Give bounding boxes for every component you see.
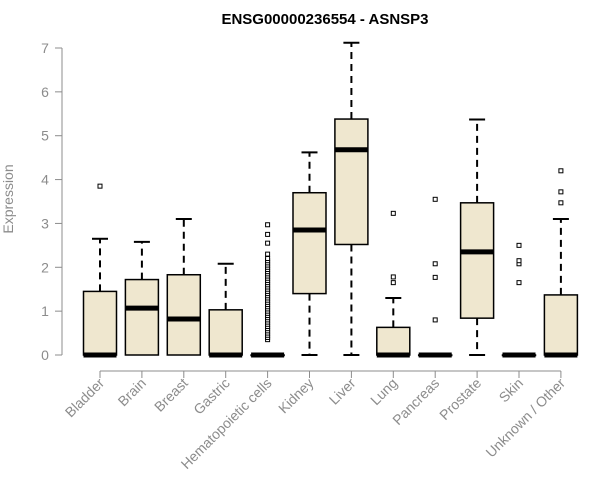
box-skin bbox=[501, 242, 537, 358]
y-tick-label: 7 bbox=[41, 40, 49, 56]
outlier-point bbox=[558, 168, 564, 174]
outlier-point bbox=[432, 261, 438, 267]
y-axis: 0 1 2 3 4 5 6 7 bbox=[41, 40, 63, 363]
outlier-point bbox=[432, 317, 438, 323]
iqr-box bbox=[334, 118, 369, 246]
outlier-point bbox=[432, 274, 438, 280]
y-tick-label: 1 bbox=[41, 303, 49, 319]
outlier-point bbox=[97, 183, 103, 189]
outlier-point bbox=[390, 210, 396, 216]
outlier-point bbox=[390, 280, 396, 286]
iqr-box bbox=[208, 309, 243, 356]
x-tick-label: Lung bbox=[367, 375, 400, 408]
y-tick-label: 2 bbox=[41, 259, 49, 275]
iqr-box bbox=[166, 273, 202, 356]
iqr-box bbox=[82, 290, 118, 356]
outlier-point bbox=[432, 196, 438, 202]
outlier-point bbox=[558, 189, 564, 195]
x-tick-label: Prostate bbox=[436, 375, 484, 423]
outlier-point bbox=[265, 256, 271, 262]
x-tick-label: Unknown / Other bbox=[482, 375, 568, 461]
outlier-point bbox=[390, 274, 396, 280]
y-tick-label: 0 bbox=[41, 347, 49, 363]
iqr-box bbox=[292, 191, 327, 295]
y-tick-label: 3 bbox=[41, 215, 49, 231]
outlier-point bbox=[265, 231, 271, 237]
x-tick-label: Breast bbox=[151, 375, 191, 415]
x-tick-label: Kidney bbox=[275, 375, 317, 417]
box-brain bbox=[124, 240, 160, 356]
y-axis-label: Expression bbox=[0, 164, 16, 233]
box-liver bbox=[334, 41, 369, 356]
outlier-point bbox=[516, 258, 522, 264]
iqr-box bbox=[376, 326, 411, 356]
x-tick-label: Pancreas bbox=[389, 375, 442, 428]
box-pancreas bbox=[417, 196, 453, 358]
box-kidney bbox=[292, 151, 327, 356]
x-tick-label: Skin bbox=[496, 375, 527, 406]
y-tick-label: 4 bbox=[41, 172, 49, 188]
box-breast bbox=[166, 218, 202, 356]
box-unknown-other bbox=[543, 168, 579, 358]
x-tick-label: Liver bbox=[326, 375, 359, 408]
y-tick-label: 6 bbox=[41, 84, 49, 100]
box-hematopoietic-cells bbox=[250, 222, 285, 358]
y-tick-label: 5 bbox=[41, 128, 49, 144]
outlier-point bbox=[265, 251, 271, 257]
outlier-point bbox=[265, 222, 271, 228]
iqr-box bbox=[124, 278, 160, 356]
box-prostate bbox=[459, 118, 495, 356]
chart-title: ENSG00000236554 - ASNSP3 bbox=[221, 11, 428, 28]
box-gastric bbox=[208, 262, 243, 358]
iqr-box bbox=[543, 294, 579, 356]
outlier-point bbox=[558, 200, 564, 206]
outlier-point bbox=[516, 280, 522, 286]
x-tick-label: Brain bbox=[115, 375, 149, 409]
box-lung bbox=[376, 210, 411, 358]
x-tick-label: Bladder bbox=[62, 375, 108, 421]
iqr-box bbox=[459, 202, 495, 319]
outlier-point bbox=[265, 240, 271, 246]
outlier-point bbox=[516, 242, 522, 248]
box-bladder bbox=[82, 183, 118, 358]
boxes bbox=[82, 41, 579, 358]
